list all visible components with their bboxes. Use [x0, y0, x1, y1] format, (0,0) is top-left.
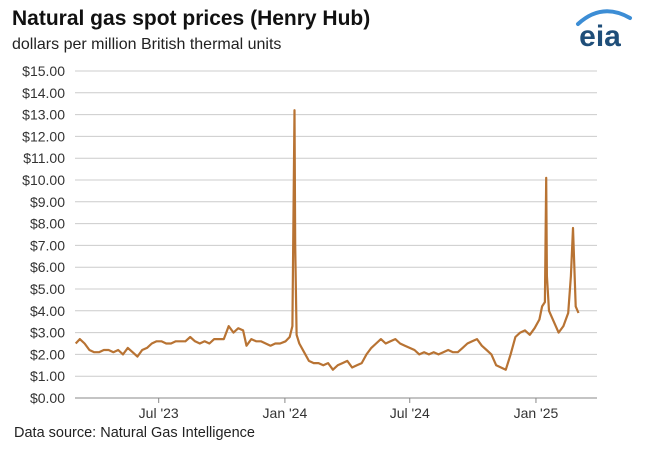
x-tick-label: Jan '24 — [263, 405, 308, 421]
x-tick-label: Jul '23 — [139, 405, 179, 421]
y-tick-label: $7.00 — [30, 237, 65, 253]
x-tick-label: Jul '24 — [390, 405, 430, 421]
y-tick-label: $3.00 — [30, 325, 65, 341]
y-tick-label: $1.00 — [30, 368, 65, 384]
y-tick-label: $4.00 — [30, 303, 65, 319]
y-tick-label: $10.00 — [22, 172, 65, 188]
data-source-note: Data source: Natural Gas Intelligence — [14, 425, 255, 441]
y-tick-label: $12.00 — [22, 128, 65, 144]
eia-logo-icon: eia — [576, 9, 632, 52]
y-tick-label: $11.00 — [23, 150, 65, 166]
y-tick-label: $9.00 — [30, 194, 65, 210]
chart-subtitle: dollars per million British thermal unit… — [12, 36, 282, 53]
eia-logo-arc — [576, 9, 632, 26]
y-tick-label: $6.00 — [30, 259, 65, 275]
chart-title: Natural gas spot prices (Henry Hub) — [12, 7, 371, 30]
y-tick-label: $13.00 — [22, 107, 65, 123]
gridlines — [75, 70, 597, 377]
y-axis-tick-labels: $0.00 $1.00 $2.00 $3.00 $4.00 $5.00 $6.00 $7.00… — [22, 63, 65, 406]
y-tick-label: $8.00 — [30, 216, 65, 232]
x-tick-label: Jan '25 — [514, 405, 559, 421]
eia-logo-text: eia — [579, 20, 621, 52]
y-tick-label: $0.00 — [30, 390, 65, 406]
y-tick-label: $5.00 — [30, 281, 65, 297]
henry-hub-price-line — [74, 109, 580, 371]
x-axis-ticks: Jul '23 Jan '24 Jul '24 Jan '25 — [139, 398, 559, 421]
y-tick-label: $14.00 — [22, 85, 65, 101]
y-tick-label: $15.00 — [22, 63, 65, 79]
y-tick-label: $2.00 — [30, 346, 65, 362]
